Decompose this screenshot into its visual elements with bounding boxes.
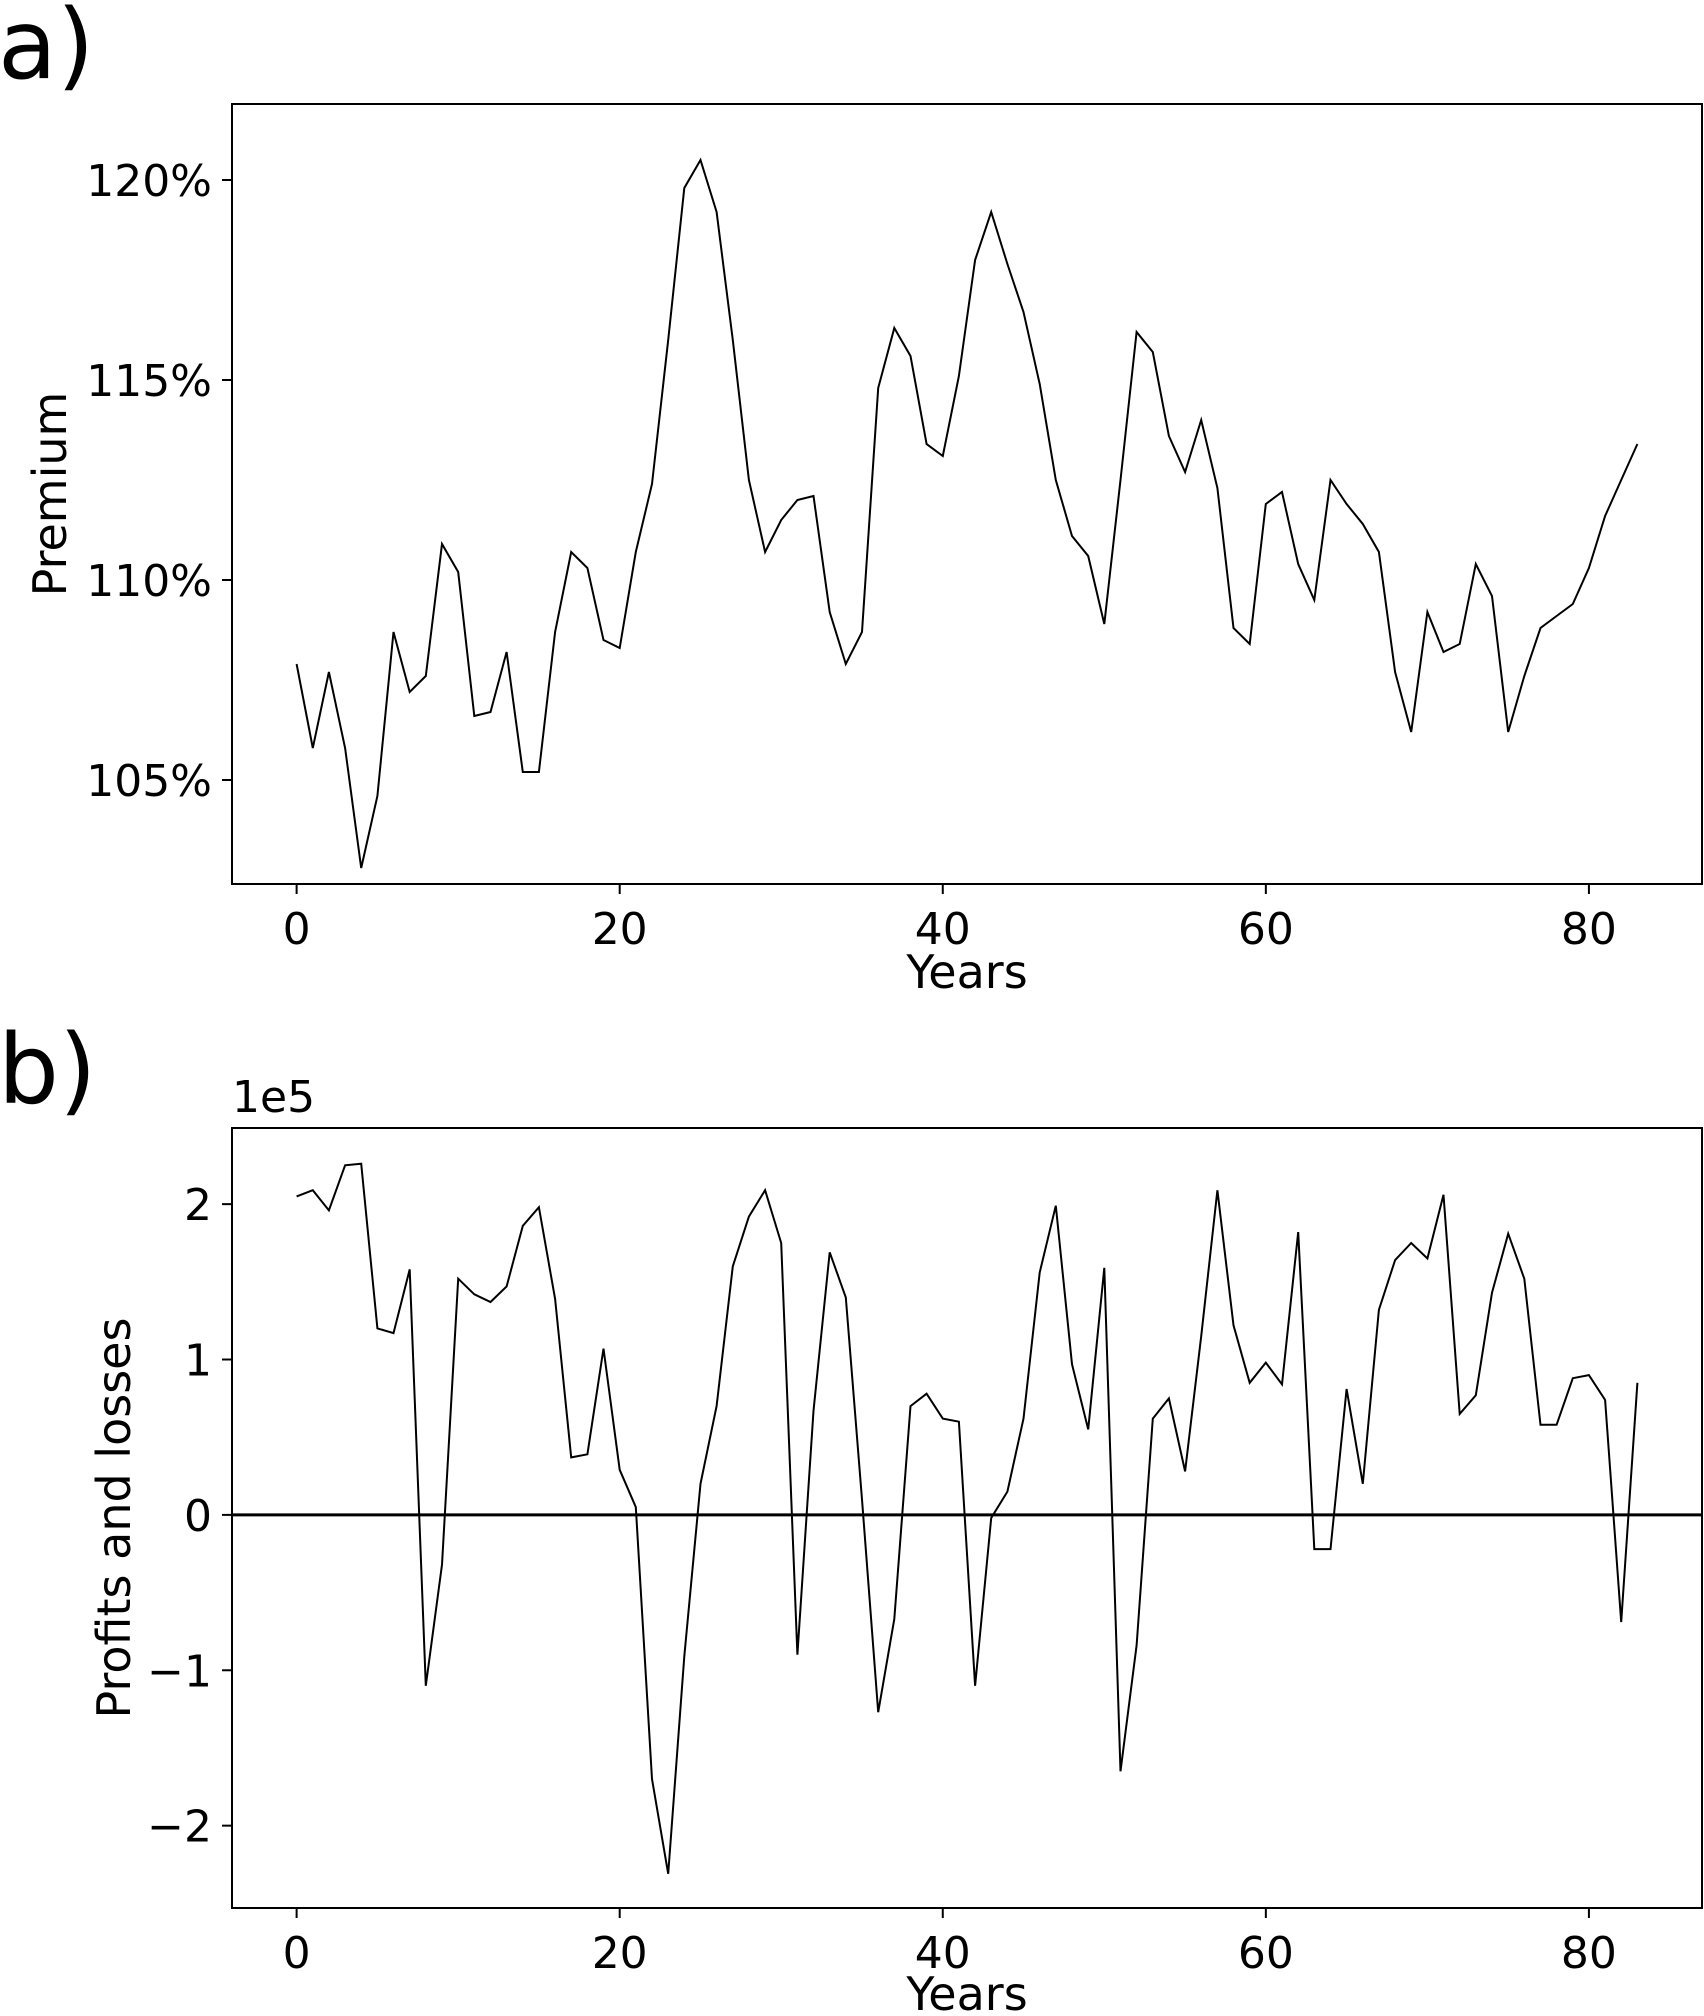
panel-b-series <box>296 1162 1639 1874</box>
panel-a-series-line <box>295 157 1639 869</box>
panel-a: a) 0 20 40 60 80 105% 110% 115% 120% Years Prem… <box>0 0 1703 999</box>
panel-b-x-tick-label: 60 <box>1238 1928 1294 1979</box>
panel-b-x-tick-label: 40 <box>915 1928 971 1979</box>
panel-b-y-axis-label: Profits and losses <box>87 1318 141 1719</box>
panel-a-frame <box>231 103 1703 885</box>
panel-b-y-tick-label: 2 <box>184 1180 212 1231</box>
panel-a-y-axis-label: Premium <box>23 392 77 597</box>
panel-a-y-tick-label: 110% <box>86 556 212 607</box>
panel-a-y-tick-label: 105% <box>86 756 212 807</box>
panel-a-x-tick-label: 60 <box>1238 904 1294 955</box>
panel-a-x-tick-label: 0 <box>283 904 311 955</box>
panel-b-x-ticks: 0 20 40 60 80 <box>283 1908 1617 1979</box>
panel-a-y-tick-label: 120% <box>86 156 212 207</box>
panel-b-x-tick-label: 20 <box>592 1928 648 1979</box>
panel-b-x-axis-label: Years <box>905 1967 1027 2016</box>
panel-a-x-tick-label: 40 <box>915 904 971 955</box>
panel-b-x-tick-label: 0 <box>283 1928 311 1979</box>
panel-b-y-tick-label: −2 <box>147 1802 212 1853</box>
panel-a-label: a) <box>0 0 94 101</box>
panel-a-x-axis-label: Years <box>905 945 1027 999</box>
panel-b-y-tick-label: −1 <box>147 1646 212 1697</box>
panel-a-series <box>295 157 1639 869</box>
panel-b-frame <box>231 1127 1703 1909</box>
panel-b-y-ticks: −2 −1 0 1 2 <box>147 1180 232 1853</box>
panel-a-y-tick-label: 115% <box>86 356 212 407</box>
panel-a-x-tick-label: 80 <box>1561 904 1617 955</box>
panel-a-x-tick-label: 20 <box>592 904 648 955</box>
panel-b-series-line <box>296 1162 1639 1874</box>
panel-b-x-tick-label: 80 <box>1561 1928 1617 1979</box>
panel-b-offset-label: 1e5 <box>232 1072 315 1123</box>
panel-b: b) 1e5 0 20 40 60 80 −2 −1 0 1 2 Years Profits a… <box>0 1014 1703 2016</box>
panel-b-y-tick-label: 0 <box>184 1491 212 1542</box>
panel-a-y-ticks: 105% 110% 115% 120% <box>86 156 232 807</box>
panel-a-x-ticks: 0 20 40 60 80 <box>283 884 1617 955</box>
panel-b-y-tick-label: 1 <box>184 1336 212 1387</box>
panel-b-label: b) <box>0 1014 96 1126</box>
